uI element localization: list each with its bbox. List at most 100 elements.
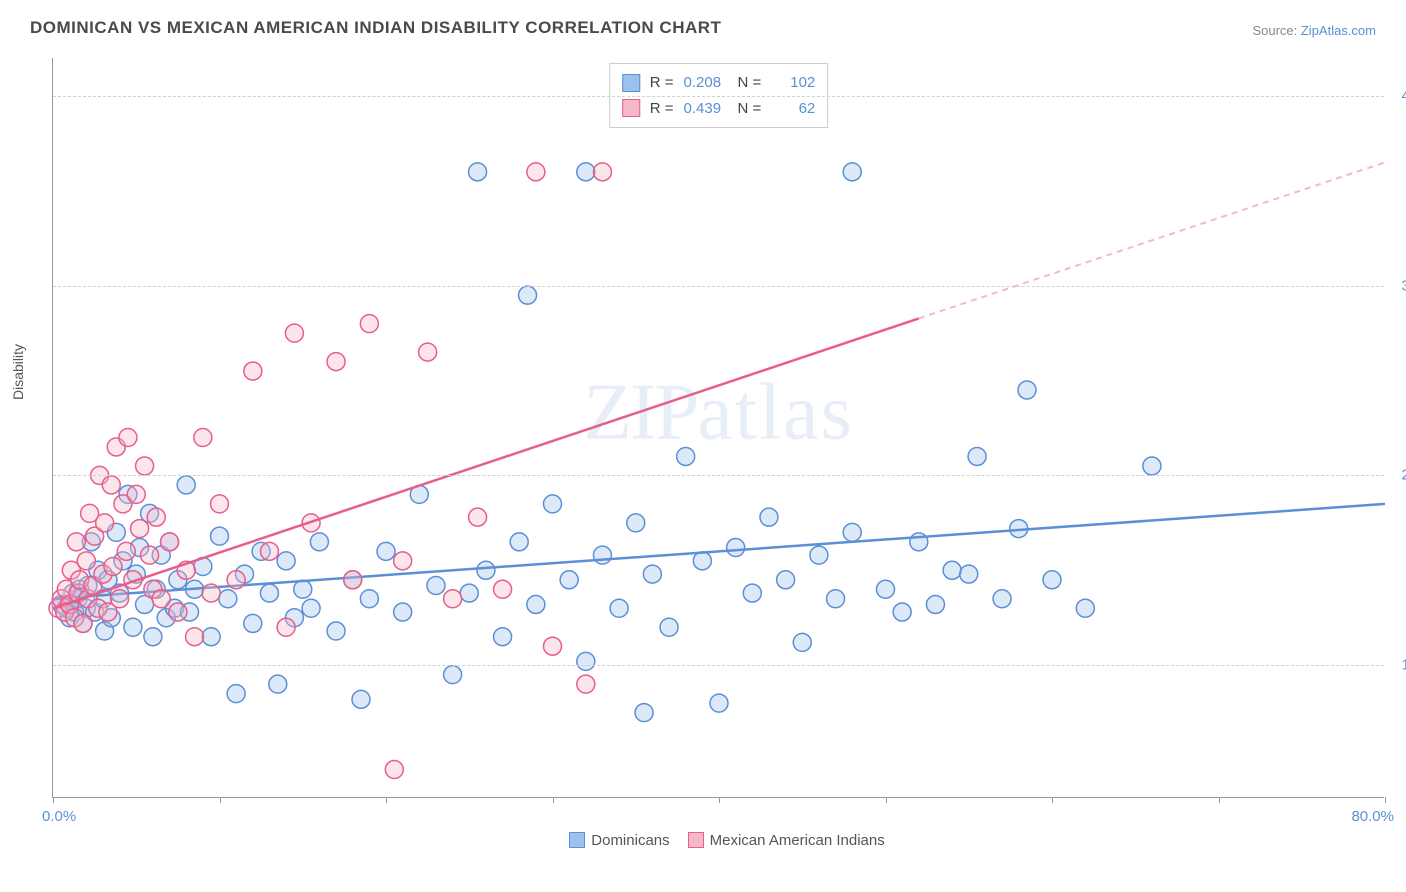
x-tick [386, 797, 387, 803]
grid-line [53, 475, 1384, 476]
data-point [827, 590, 845, 608]
legend-series-label: Mexican American Indians [710, 832, 885, 849]
r-value: 0.208 [684, 70, 728, 96]
legend-swatch [688, 832, 704, 848]
data-point [810, 546, 828, 564]
data-point [727, 539, 745, 557]
x-tick [886, 797, 887, 803]
data-point [527, 595, 545, 613]
data-point [444, 590, 462, 608]
grid-line [53, 286, 1384, 287]
source-link[interactable]: ZipAtlas.com [1301, 23, 1376, 38]
data-point [960, 565, 978, 583]
data-point [469, 508, 487, 526]
x-min-label: 0.0% [42, 808, 76, 825]
data-point [147, 508, 165, 526]
legend-swatch [622, 74, 640, 92]
data-point [294, 580, 312, 598]
data-point [593, 163, 611, 181]
data-point [544, 637, 562, 655]
data-point [104, 558, 122, 576]
n-value: 62 [771, 96, 815, 122]
data-point [277, 618, 295, 636]
data-point [344, 571, 362, 589]
data-point [1043, 571, 1061, 589]
data-point [327, 622, 345, 640]
data-point [419, 343, 437, 361]
data-point [260, 542, 278, 560]
r-label: R = [650, 96, 674, 122]
series-legend: Dominicans Mexican American Indians [52, 832, 1384, 849]
data-point [843, 523, 861, 541]
data-point [177, 476, 195, 494]
data-point [677, 447, 695, 465]
n-label: N = [738, 70, 762, 96]
data-point [926, 595, 944, 613]
data-point [943, 561, 961, 579]
data-point [141, 546, 159, 564]
x-tick [719, 797, 720, 803]
data-point [610, 599, 628, 617]
data-point [793, 633, 811, 651]
r-value: 0.439 [684, 96, 728, 122]
data-point [843, 163, 861, 181]
data-point [244, 362, 262, 380]
data-point [1143, 457, 1161, 475]
r-label: R = [650, 70, 674, 96]
scatter-plot: ZIPatlas R =0.208N =102R =0.439N =62 10.… [52, 58, 1384, 798]
data-point [211, 495, 229, 513]
data-point [577, 675, 595, 693]
data-point [77, 552, 95, 570]
data-point [117, 542, 135, 560]
trend-line-extrapolated [919, 162, 1385, 318]
data-point [710, 694, 728, 712]
data-point [693, 552, 711, 570]
data-point [144, 628, 162, 646]
x-tick [1052, 797, 1053, 803]
y-tick-label: 30.0% [1389, 277, 1406, 294]
stats-legend-row: R = 0.208 N = 102 [622, 70, 816, 96]
data-point [968, 447, 986, 465]
data-point [544, 495, 562, 513]
data-point [277, 552, 295, 570]
y-tick-label: 20.0% [1389, 467, 1406, 484]
legend-swatch [569, 832, 585, 848]
data-point [360, 590, 378, 608]
y-tick-label: 10.0% [1389, 657, 1406, 674]
data-point [527, 163, 545, 181]
x-tick [553, 797, 554, 803]
data-point [152, 590, 170, 608]
data-point [360, 315, 378, 333]
data-point [494, 580, 512, 598]
data-point [627, 514, 645, 532]
data-point [777, 571, 795, 589]
data-point [111, 590, 129, 608]
data-point [127, 485, 145, 503]
data-point [219, 590, 237, 608]
n-value: 102 [771, 70, 815, 96]
data-point [577, 163, 595, 181]
plot-svg [53, 58, 1384, 797]
data-point [469, 163, 487, 181]
data-point [560, 571, 578, 589]
data-point [74, 614, 92, 632]
data-point [302, 599, 320, 617]
x-tick [1219, 797, 1220, 803]
data-point [577, 652, 595, 670]
legend-series-label: Dominicans [591, 832, 669, 849]
source-attribution: Source: ZipAtlas.com [1252, 23, 1376, 38]
n-label: N = [738, 96, 762, 122]
data-point [131, 520, 149, 538]
data-point [102, 476, 120, 494]
data-point [510, 533, 528, 551]
data-point [643, 565, 661, 583]
stats-legend-row: R = 0.439 N = 62 [622, 96, 816, 122]
data-point [877, 580, 895, 598]
data-point [519, 286, 537, 304]
data-point [136, 457, 154, 475]
x-tick [53, 797, 54, 803]
data-point [310, 533, 328, 551]
data-point [327, 353, 345, 371]
data-point [67, 533, 85, 551]
x-tick [1385, 797, 1386, 803]
